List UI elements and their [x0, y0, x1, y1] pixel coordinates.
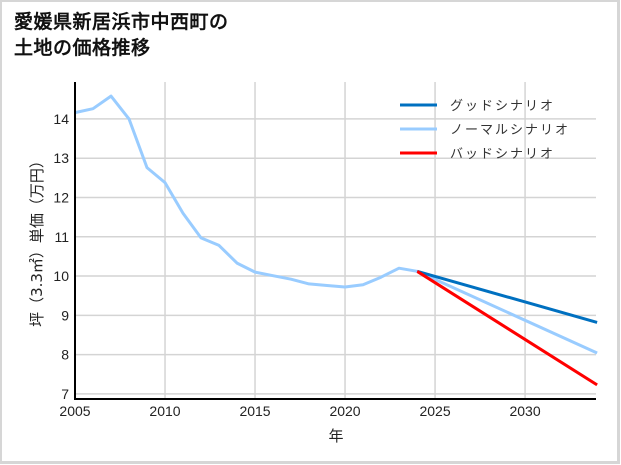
chart-title-line-2: 土地の価格推移	[14, 37, 151, 59]
x-tick-label: 2025	[419, 403, 450, 419]
y-axis-label: 坪（3.3㎡）単価（万円）	[28, 153, 46, 327]
y-tick-label: 10	[53, 268, 69, 284]
legend-label: ノーマルシナリオ	[450, 123, 570, 138]
y-tick-label: 7	[61, 386, 69, 402]
x-tick-label: 2020	[329, 403, 360, 419]
x-tick-label: 2010	[149, 403, 180, 419]
series-line	[416, 269, 598, 324]
x-tick-label: 2030	[509, 403, 540, 419]
x-axis-label: 年	[328, 427, 343, 445]
y-tick-label: 11	[54, 229, 69, 245]
y-tick-label: 13	[53, 150, 69, 166]
series-line	[74, 94, 418, 289]
chart-title-line-1: 愛媛県新居浜市中西町の	[14, 11, 229, 33]
axes	[74, 82, 596, 400]
y-tick-label: 9	[61, 307, 69, 323]
tick-labels: 7 8 9 10 11 12 13 14 2005 2010 2015 2020 2025 2030	[53, 111, 540, 419]
x-tick-label: 2015	[239, 403, 270, 419]
y-tick-label: 12	[53, 189, 69, 205]
x-tick-label: 2005	[59, 403, 90, 419]
series-line	[416, 269, 598, 355]
y-tick-label: 14	[53, 111, 69, 127]
legend-label: バッドシナリオ	[450, 147, 555, 162]
legend-label: グッドシナリオ	[450, 99, 555, 114]
y-tick-label: 8	[61, 347, 69, 363]
data-series	[74, 94, 598, 387]
series-line	[416, 270, 598, 387]
chart-title: 愛媛県新居浜市中西町の 土地の価格推移	[14, 9, 229, 61]
